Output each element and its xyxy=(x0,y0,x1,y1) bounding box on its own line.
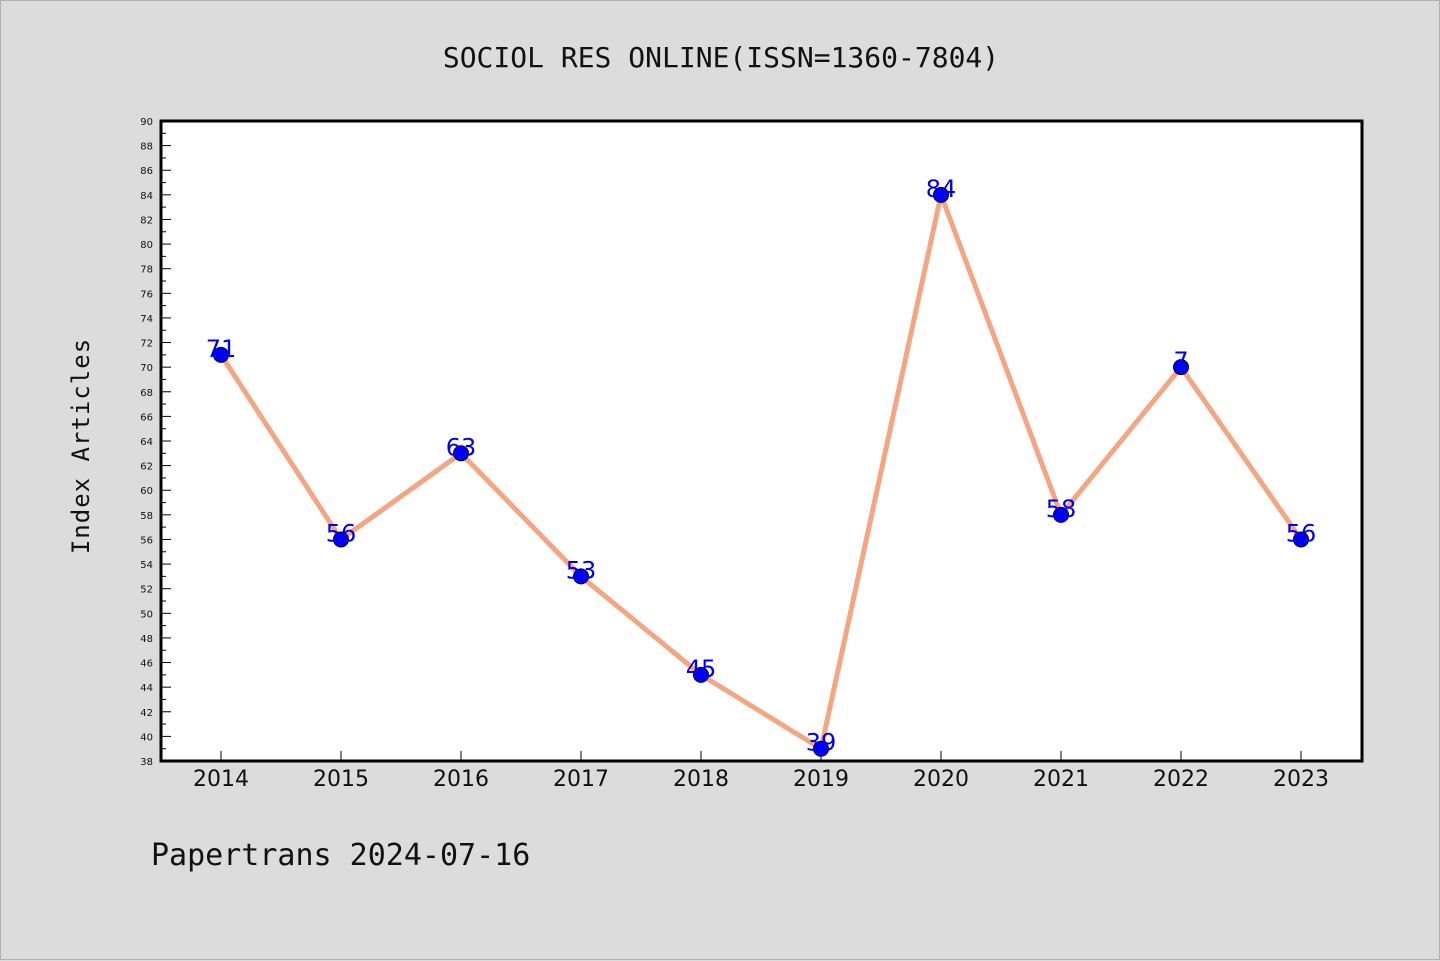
data-label: 7 xyxy=(1173,347,1188,375)
data-label: 53 xyxy=(566,556,597,584)
data-point xyxy=(1173,359,1189,376)
y-tick-label: 70 xyxy=(140,363,153,374)
data-label: 45 xyxy=(686,655,717,683)
x-tick-label: 2021 xyxy=(1033,767,1089,792)
data-label: 39 xyxy=(806,729,837,757)
data-point xyxy=(813,740,829,757)
plot-area xyxy=(159,119,1364,763)
chart-title: SOCIOL RES ONLINE(ISSN=1360-7804) xyxy=(443,41,999,74)
x-tick-label: 2014 xyxy=(193,767,249,792)
x-tick-label: 2015 xyxy=(313,767,369,792)
y-tick-label: 40 xyxy=(140,732,153,743)
data-point xyxy=(1053,506,1069,523)
y-tick-label: 80 xyxy=(140,240,153,251)
y-tick-label: 58 xyxy=(140,511,153,522)
data-label: 56 xyxy=(326,519,357,547)
y-tick-label: 66 xyxy=(140,412,153,423)
data-label: 56 xyxy=(1286,519,1317,547)
x-tick-label: 2017 xyxy=(553,767,609,792)
x-tick-label: 2019 xyxy=(793,767,849,792)
y-tick-label: 86 xyxy=(140,166,153,177)
y-tick-label: 38 xyxy=(140,757,153,768)
x-tick-label: 2020 xyxy=(913,767,969,792)
y-axis: 38 40 42 44 46 48 50 52 54 56 58 60 62 64 66 68 70 72 74 76… xyxy=(140,117,171,768)
data-point xyxy=(213,346,229,363)
series-polyline xyxy=(218,192,1304,752)
x-tick-label: 2016 xyxy=(433,767,489,792)
y-tick-label: 48 xyxy=(140,634,153,645)
y-tick-label: 74 xyxy=(140,314,153,325)
x-tick-label: 2022 xyxy=(1153,767,1209,792)
series-line xyxy=(213,186,1309,757)
data-label: 63 xyxy=(446,433,477,461)
x-tick-label: 2018 xyxy=(673,767,729,792)
y-tick-label: 72 xyxy=(140,339,153,350)
y-tick-label: 46 xyxy=(140,659,153,670)
data-point xyxy=(1293,531,1309,548)
y-tick-label: 44 xyxy=(140,683,153,694)
y-tick-label: 88 xyxy=(140,142,153,153)
data-point xyxy=(333,531,349,548)
data-label: 58 xyxy=(1046,495,1077,523)
x-tick-label: 2023 xyxy=(1273,767,1329,792)
y-tick-label: 62 xyxy=(140,462,153,473)
data-label: 71 xyxy=(206,335,237,363)
y-tick-label: 50 xyxy=(140,609,153,620)
y-tick-label: 64 xyxy=(140,437,153,448)
y-tick-label: 82 xyxy=(140,215,153,226)
data-labels: 71 56 63 53 45 39 84 58 7 56 xyxy=(206,175,1317,757)
data-point xyxy=(573,568,589,585)
data-label: 84 xyxy=(926,175,957,203)
y-tick-label: 68 xyxy=(140,388,153,399)
data-point xyxy=(933,186,949,203)
data-point xyxy=(693,666,709,683)
footer-credit: Papertrans 2024-07-16 xyxy=(151,838,530,873)
x-axis: 2014 2015 2016 2017 2018 2019 2020 2021 2022 2023 xyxy=(193,751,1329,792)
y-axis-label: Index Articles xyxy=(67,338,95,554)
y-tick-label: 42 xyxy=(140,708,153,719)
data-point xyxy=(453,445,469,462)
y-tick-label: 52 xyxy=(140,585,153,596)
y-tick-label: 54 xyxy=(140,560,153,571)
y-tick-label: 56 xyxy=(140,535,153,546)
y-tick-label: 76 xyxy=(140,289,153,300)
y-tick-label: 60 xyxy=(140,486,153,497)
y-tick-label: 90 xyxy=(140,117,153,128)
y-tick-label: 78 xyxy=(140,265,153,276)
y-tick-label: 84 xyxy=(140,191,153,202)
